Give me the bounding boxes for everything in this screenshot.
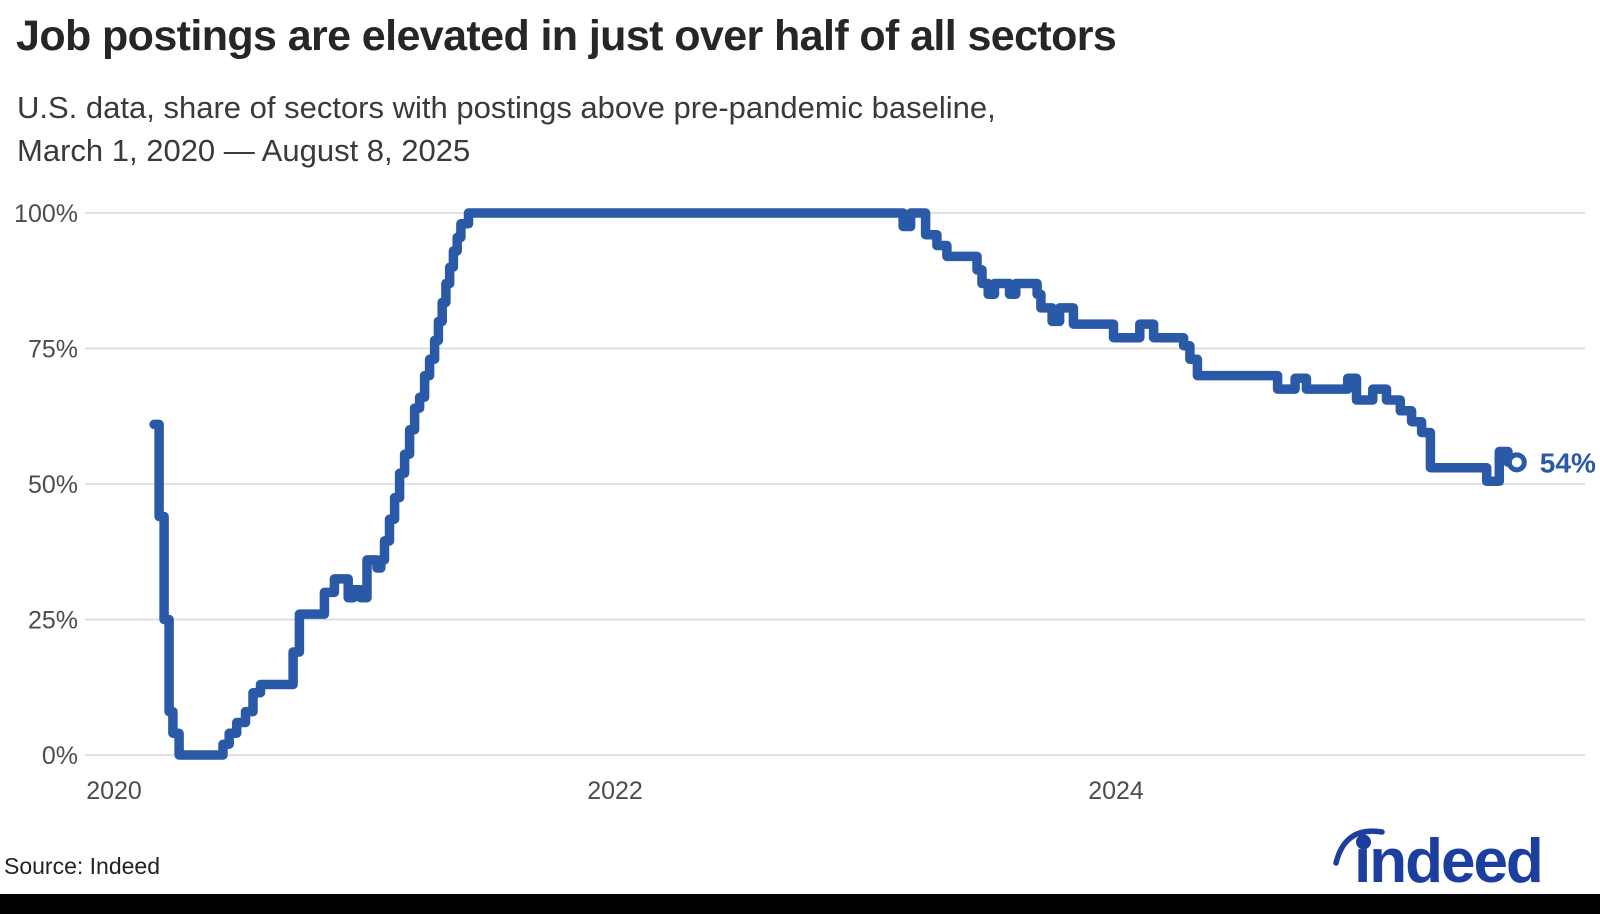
- page-subtitle: U.S. data, share of sectors with posting…: [17, 86, 996, 172]
- subtitle-line-2: March 1, 2020 — August 8, 2025: [17, 133, 471, 168]
- end-point-marker: [1506, 452, 1527, 473]
- x-axis-label-2024: 2024: [1088, 777, 1144, 805]
- indeed-logo: ındeed: [1330, 806, 1545, 896]
- y-axis-label-75: 75%: [28, 336, 78, 364]
- x-axis-label-2022: 2022: [587, 777, 643, 805]
- logo-wordmark-text: ındeed: [1354, 827, 1542, 890]
- end-value-label: 54%: [1540, 447, 1596, 478]
- source-note: Source: Indeed: [4, 853, 161, 879]
- logo-swoosh-icon: [1333, 828, 1385, 866]
- series-line: [149, 208, 1522, 760]
- logo-i-dot-icon: [1356, 834, 1371, 850]
- footer-bar: [0, 894, 1600, 914]
- indeed-logo-svg: ındeed: [1333, 827, 1544, 896]
- y-axis-label-100: 100%: [14, 200, 78, 228]
- x-axis-label-2020: 2020: [86, 777, 142, 805]
- y-axis-label-25: 25%: [28, 607, 78, 635]
- page-title: Job postings are elevated in just over h…: [16, 12, 1117, 60]
- y-axis-label-0: 0%: [42, 742, 78, 770]
- y-axis-label-50: 50%: [28, 471, 78, 499]
- subtitle-line-1: U.S. data, share of sectors with posting…: [17, 90, 996, 125]
